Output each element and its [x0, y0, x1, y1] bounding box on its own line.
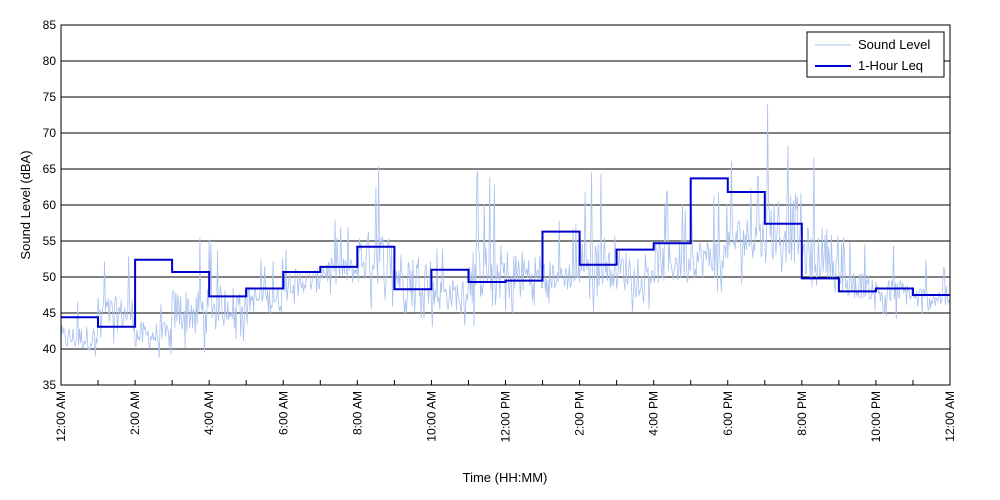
y-tick-label: 75 [43, 90, 57, 104]
y-tick-label: 55 [43, 234, 57, 248]
y-axis-title: Sound Level (dBA) [18, 150, 33, 259]
x-tick-label: 4:00 PM [647, 391, 661, 436]
x-axis-title: Time (HH:MM) [463, 470, 548, 485]
y-tick-label: 80 [43, 54, 57, 68]
x-tick-label: 8:00 PM [795, 391, 809, 436]
x-tick-label: 12:00 AM [943, 391, 957, 442]
legend-label-sound-level: Sound Level [858, 37, 930, 52]
y-tick-label: 40 [43, 342, 57, 356]
y-tick-label: 85 [43, 18, 57, 32]
x-tick-label: 2:00 PM [573, 391, 587, 436]
legend-label-1-hour-leq: 1-Hour Leq [858, 58, 923, 73]
y-tick-label: 65 [43, 162, 57, 176]
legend-box [806, 31, 945, 78]
x-axis: 12:00 AM 2:00 AM 4:00 AM 6:00 AM 8:00 AM 10:0… [54, 380, 957, 442]
leq-step-line [61, 177, 950, 328]
x-tick-label: 10:00 AM [424, 391, 438, 442]
y-axis: 35 40 45 50 55 60 65 70 75 80 85 [43, 18, 57, 392]
series-1-hour-leq [61, 177, 950, 328]
x-tick-label: 2:00 AM [128, 391, 142, 435]
y-tick-label: 45 [43, 306, 57, 320]
x-tick-label: 8:00 AM [350, 391, 364, 435]
x-tick-label: 4:00 AM [202, 391, 216, 435]
x-tick-label: 12:00 PM [499, 391, 513, 442]
y-tick-label: 35 [43, 378, 57, 392]
x-tick-label: 6:00 PM [721, 391, 735, 436]
y-tick-label: 70 [43, 126, 57, 140]
x-tick-label: 12:00 AM [54, 391, 68, 442]
x-tick-label: 6:00 AM [276, 391, 290, 435]
x-tick-label: 10:00 PM [869, 391, 883, 442]
y-tick-label: 60 [43, 198, 57, 212]
y-tick-label: 50 [43, 270, 57, 284]
legend: Sound Level 1-Hour Leq [806, 31, 945, 78]
